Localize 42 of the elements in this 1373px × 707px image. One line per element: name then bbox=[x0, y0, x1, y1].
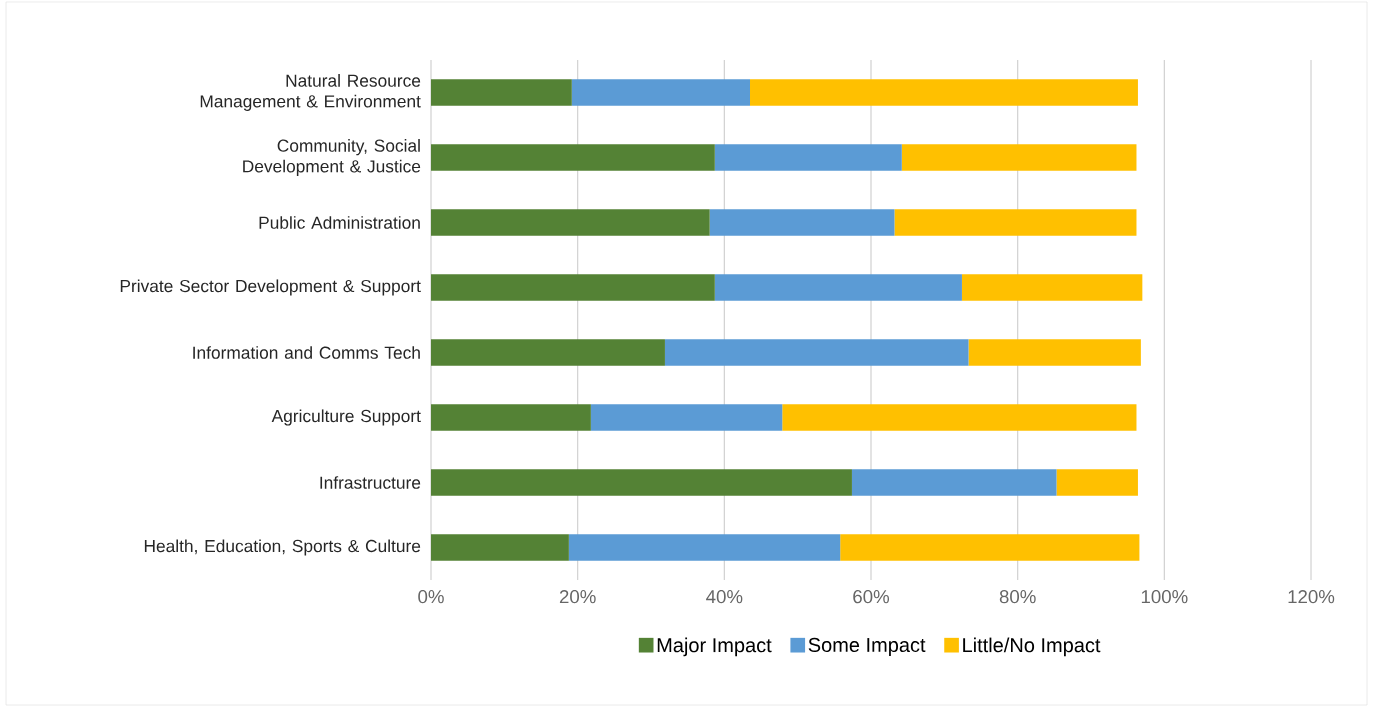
bar bbox=[714, 274, 962, 301]
x-tick-label: 20% bbox=[559, 590, 596, 604]
bar bbox=[431, 469, 852, 496]
bar bbox=[571, 79, 751, 106]
y-tick-label: Community, Social Development & Justice bbox=[243, 139, 421, 176]
bar bbox=[750, 79, 1138, 106]
x-tick-label: 40% bbox=[706, 590, 743, 604]
bar bbox=[961, 274, 1143, 301]
y-tick-label: Infrastructure bbox=[320, 476, 421, 489]
bar bbox=[840, 534, 1140, 561]
bar bbox=[431, 339, 665, 366]
bar bbox=[431, 404, 591, 431]
bar bbox=[901, 144, 1137, 171]
bar bbox=[851, 469, 1057, 496]
bar bbox=[431, 534, 569, 561]
x-tick-label: 0% bbox=[418, 590, 444, 604]
bar bbox=[782, 404, 1137, 431]
y-tick-label: Public Administration bbox=[259, 216, 420, 229]
bar bbox=[968, 339, 1141, 366]
y-tick-label: Agriculture Support bbox=[271, 409, 421, 426]
y-tick-label: Private Sector Development & Support bbox=[120, 279, 421, 296]
bar bbox=[894, 209, 1137, 236]
legend-label: Little/No Impact bbox=[963, 637, 1101, 657]
x-tick-label: 80% bbox=[999, 590, 1036, 604]
y-tick-label: Natural Resource Management & Environment bbox=[200, 74, 421, 111]
bar bbox=[431, 209, 710, 236]
y-tick-label: Information and Comms Tech bbox=[193, 346, 420, 359]
bar bbox=[431, 274, 715, 301]
bar bbox=[568, 534, 841, 561]
bar bbox=[431, 144, 715, 171]
bar bbox=[431, 79, 572, 106]
x-tick-label: 120% bbox=[1288, 590, 1335, 604]
y-tick-label: Health, Education, Sports & Culture bbox=[144, 539, 421, 556]
bar bbox=[709, 209, 895, 236]
bar bbox=[714, 144, 902, 171]
legend-label: Major Impact bbox=[657, 637, 772, 657]
x-tick-label: 60% bbox=[853, 590, 890, 604]
bar bbox=[590, 404, 783, 431]
x-tick-label: 100% bbox=[1141, 590, 1188, 604]
legend-label: Some Impact bbox=[808, 637, 926, 656]
bar bbox=[664, 339, 969, 366]
bar bbox=[1056, 469, 1138, 496]
